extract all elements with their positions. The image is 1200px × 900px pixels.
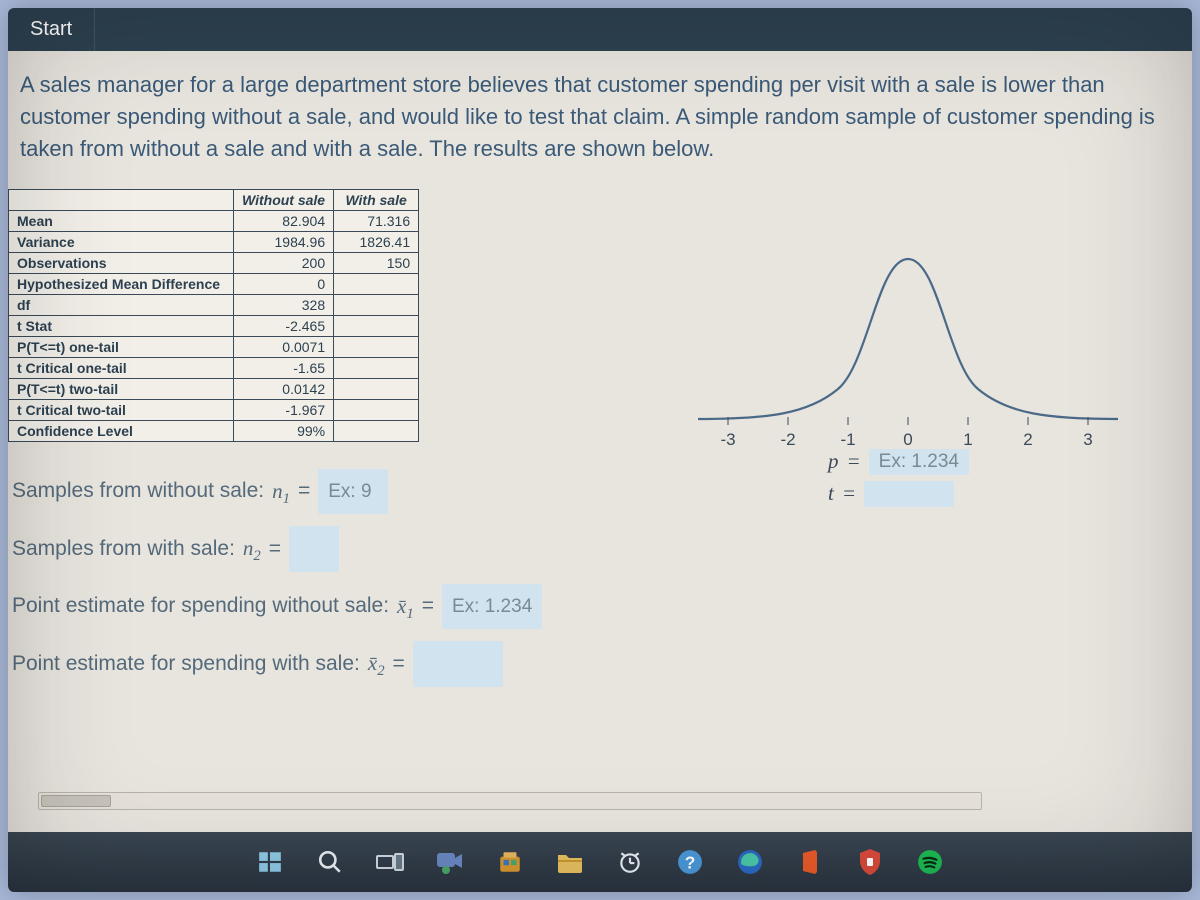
p-label: p <box>828 449 839 474</box>
edge-icon[interactable] <box>733 845 767 879</box>
cell-without: 0 <box>234 273 334 294</box>
cell-with <box>334 273 419 294</box>
q-x1: Point estimate for spending without sale… <box>12 583 648 631</box>
row-label: Mean <box>9 210 234 231</box>
content-area: A sales manager for a large department s… <box>8 51 1192 892</box>
cell-with: 150 <box>334 252 419 273</box>
top-bar: Start <box>8 8 1192 51</box>
x2-symbol: x̄2 <box>368 640 385 688</box>
cell-with: 71.316 <box>334 210 419 231</box>
table-row: Variance1984.961826.41 <box>9 231 419 252</box>
cell-without: -2.465 <box>234 315 334 336</box>
t-label: t <box>828 481 834 506</box>
search-icon[interactable] <box>313 845 347 879</box>
row-label: df <box>9 294 234 315</box>
cell-with <box>334 357 419 378</box>
cell-without: 328 <box>234 294 334 315</box>
horizontal-scrollbar[interactable] <box>38 792 982 810</box>
row-label: Variance <box>9 231 234 252</box>
table-row: Confidence Level99% <box>9 420 419 441</box>
col-without: Without sale <box>234 189 334 210</box>
q-x2-label: Point estimate for spending with sale: <box>12 641 360 687</box>
row-label: P(T<=t) two-tail <box>9 378 234 399</box>
row-label: P(T<=t) one-tail <box>9 336 234 357</box>
xtick-label: -3 <box>720 430 735 449</box>
q-n2: Samples from with sale: n2 = . <box>12 525 648 573</box>
windows-start-icon[interactable] <box>253 845 287 879</box>
table-row: df328 <box>9 294 419 315</box>
help-icon[interactable]: ? <box>673 845 707 879</box>
start-button[interactable]: Start <box>8 8 95 51</box>
q-n1-label: Samples from without sale: <box>12 468 264 514</box>
svg-text:?: ? <box>685 853 696 873</box>
q-x2: Point estimate for spending with sale: x… <box>12 640 648 688</box>
cell-without: -1.65 <box>234 357 334 378</box>
q-n1: Samples from without sale: n1 = Ex: 9 <box>12 468 648 516</box>
table-row: t Critical one-tail-1.65 <box>9 357 419 378</box>
xtick-label: 3 <box>1083 430 1092 449</box>
row-label: t Critical two-tail <box>9 399 234 420</box>
table-row: Hypothesized Mean Difference0 <box>9 273 419 294</box>
col-blank <box>9 189 234 210</box>
xtick-label: 2 <box>1023 430 1032 449</box>
table-row: t Stat-2.465 <box>9 315 419 336</box>
task-view-icon[interactable] <box>373 845 407 879</box>
chart-inputs: p = Ex: 1.234 t = . <box>828 449 969 513</box>
cell-with <box>334 399 419 420</box>
row-label: Observations <box>9 252 234 273</box>
office-icon[interactable] <box>793 845 827 879</box>
question-list: Samples from without sale: n1 = Ex: 9 Sa… <box>8 468 648 688</box>
table-row: P(T<=t) one-tail0.0071 <box>9 336 419 357</box>
cell-without: 0.0142 <box>234 378 334 399</box>
n2-symbol: n2 <box>243 525 261 573</box>
taskbar: ? <box>8 832 1192 892</box>
row-label: Hypothesized Mean Difference <box>9 273 234 294</box>
cell-without: 82.904 <box>234 210 334 231</box>
row-label: t Stat <box>9 315 234 336</box>
t-input[interactable]: . <box>864 481 954 507</box>
cell-with <box>334 294 419 315</box>
cell-with <box>334 378 419 399</box>
folder-icon[interactable] <box>553 845 587 879</box>
row-label: t Critical one-tail <box>9 357 234 378</box>
spotify-icon[interactable] <box>913 845 947 879</box>
cell-with <box>334 420 419 441</box>
n1-symbol: n1 <box>272 468 290 516</box>
cell-without: -1.967 <box>234 399 334 420</box>
col-with: With sale <box>334 189 419 210</box>
cell-without: 200 <box>234 252 334 273</box>
cell-with: 1826.41 <box>334 231 419 252</box>
xtick-label: -2 <box>780 430 795 449</box>
n1-input[interactable]: Ex: 9 <box>318 469 388 515</box>
xtick-label: -1 <box>840 430 855 449</box>
p-input[interactable]: Ex: 1.234 <box>869 449 969 475</box>
cell-with <box>334 336 419 357</box>
cell-without: 0.0071 <box>234 336 334 357</box>
problem-statement: A sales manager for a large department s… <box>8 69 1192 179</box>
alarm-icon[interactable] <box>613 845 647 879</box>
table-row: P(T<=t) two-tail0.0142 <box>9 378 419 399</box>
normal-curve: -3 -2 -1 0 1 2 3 <box>678 199 1138 479</box>
x1-input[interactable]: Ex: 1.234 <box>442 584 542 630</box>
stats-table: Without sale With sale Mean82.90471.316V… <box>8 189 419 442</box>
xtick-label: 1 <box>963 430 972 449</box>
chart-panel: -3-2-10123 p = Ex: 1.234 t = . <box>678 189 1174 479</box>
security-icon[interactable] <box>853 845 887 879</box>
cell-without: 1984.96 <box>234 231 334 252</box>
n2-input[interactable]: . <box>289 526 339 572</box>
table-row: Observations200150 <box>9 252 419 273</box>
scrollbar-thumb[interactable] <box>41 795 111 807</box>
video-chat-icon[interactable] <box>433 845 467 879</box>
x2-input[interactable]: . <box>413 641 503 687</box>
q-n2-label: Samples from with sale: <box>12 526 235 572</box>
cell-with <box>334 315 419 336</box>
q-x1-label: Point estimate for spending without sale… <box>12 583 389 629</box>
table-row: t Critical two-tail-1.967 <box>9 399 419 420</box>
store-icon[interactable] <box>493 845 527 879</box>
cell-without: 99% <box>234 420 334 441</box>
x1-symbol: x̄1 <box>397 583 414 631</box>
table-row: Mean82.90471.316 <box>9 210 419 231</box>
xtick-label: 0 <box>903 430 912 449</box>
row-label: Confidence Level <box>9 420 234 441</box>
